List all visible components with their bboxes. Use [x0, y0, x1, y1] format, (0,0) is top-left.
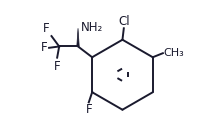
Text: Cl: Cl: [118, 15, 130, 28]
Polygon shape: [77, 28, 79, 47]
Text: F: F: [43, 22, 50, 35]
Text: NH₂: NH₂: [81, 21, 103, 34]
Text: F: F: [40, 41, 47, 54]
Text: F: F: [85, 103, 92, 116]
Text: F: F: [54, 60, 60, 73]
Text: CH₃: CH₃: [164, 48, 184, 58]
